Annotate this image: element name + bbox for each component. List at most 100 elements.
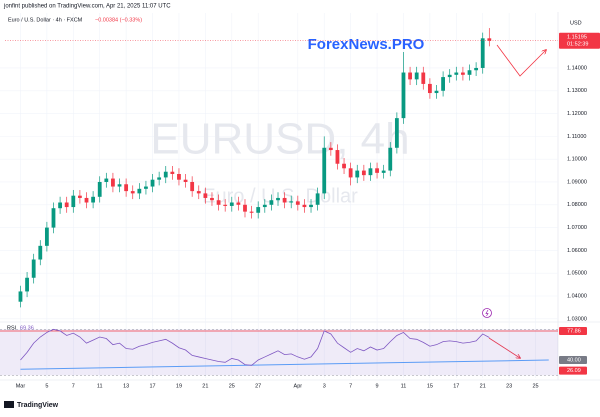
candle-body <box>64 202 69 208</box>
x-tick-label: 21 <box>202 383 208 389</box>
candle-body <box>375 168 379 173</box>
candle-body <box>342 163 346 169</box>
x-tick-label: 23 <box>506 383 512 389</box>
rsi-level-box <box>559 366 587 375</box>
candle-body <box>216 200 221 205</box>
candle-body <box>130 191 135 194</box>
x-tick-label: 11 <box>401 383 407 389</box>
candle-body <box>467 70 472 75</box>
currency: USD <box>570 20 582 26</box>
event-icon[interactable] <box>482 308 492 318</box>
y-tick-label: 1.09000 <box>567 179 587 185</box>
candle-body <box>170 171 175 174</box>
watermark-name: Euro / U.S. Dollar <box>202 185 358 207</box>
publisher: jonfint published on TradingView.com, Ap… <box>3 4 171 10</box>
candle-body <box>302 204 307 208</box>
candle-body <box>157 177 162 180</box>
candle-body <box>414 72 419 80</box>
x-tick-label: 13 <box>123 383 129 389</box>
forecast-arrow <box>496 44 546 77</box>
candle-body <box>401 72 406 119</box>
candle-body <box>51 208 56 228</box>
y-tick-label: 1.10000 <box>567 157 587 163</box>
y-tick-label: 1.14000 <box>567 65 587 71</box>
x-tick-label: 11 <box>97 383 103 389</box>
x-tick-label: 19 <box>176 383 182 389</box>
candle-body <box>243 204 247 212</box>
y-tick-label: 1.12000 <box>567 111 587 117</box>
rsi-line <box>20 328 490 366</box>
candle-body <box>269 200 274 205</box>
candle-body <box>474 67 479 71</box>
x-tick-label: 7 <box>72 383 75 389</box>
candle-body <box>348 168 353 178</box>
candle-body <box>91 196 96 203</box>
change: −0.00384 (−0.33%) <box>95 17 142 23</box>
candle-body <box>25 277 29 292</box>
y-tick-label: 1.11000 <box>567 134 586 140</box>
candle-body <box>355 170 360 178</box>
candle-body <box>487 38 492 41</box>
candle-body <box>137 188 142 194</box>
candle-body <box>434 90 439 94</box>
y-tick-label: 1.06000 <box>567 248 587 254</box>
candle-body <box>408 72 412 80</box>
y-tick-label: 1.13000 <box>567 88 587 94</box>
candle-body <box>256 207 261 213</box>
candle-body <box>447 74 452 78</box>
candle-body <box>309 204 313 208</box>
candle-body <box>289 201 294 203</box>
countdown-label: 01:52:39 <box>567 42 588 48</box>
y-tick-label: 1.05000 <box>567 271 587 277</box>
candle-body <box>84 197 89 203</box>
candle-body <box>388 147 393 171</box>
x-tick-label: 25 <box>532 383 538 389</box>
candle-body <box>322 147 327 194</box>
x-tick-label: 17 <box>453 383 459 389</box>
rsi-trend <box>20 359 549 370</box>
x-tick-label: 17 <box>149 383 155 389</box>
candle-body <box>276 197 280 201</box>
x-tick-label: 9 <box>376 383 379 389</box>
x-tick-label: 3 <box>323 383 326 389</box>
y-tick-label: 1.03000 <box>567 316 587 322</box>
symbol: Euro / U.S. Dollar · 4h · FXCM <box>8 17 83 23</box>
candle-body <box>441 77 445 91</box>
x-tick-label: 5 <box>45 383 48 389</box>
candle-body <box>31 259 36 278</box>
rsi-arrow <box>488 337 520 358</box>
candle-body <box>78 195 82 198</box>
logo <box>4 401 14 408</box>
candle-body <box>177 173 181 180</box>
x-tick-label: 7 <box>349 383 352 389</box>
y-tick-label: 1.07000 <box>567 225 587 231</box>
candle-body <box>183 179 188 182</box>
candle-body <box>249 211 254 213</box>
candle-body <box>282 197 287 203</box>
rsi-level-box <box>559 326 587 335</box>
candle-body <box>58 202 62 209</box>
candle-body <box>203 193 208 198</box>
candle-body <box>71 195 76 208</box>
candle-body <box>236 202 241 205</box>
last-price-label: 1.15195 <box>567 35 587 41</box>
brand: ForexNews.PRO <box>308 36 425 53</box>
candle-body <box>38 245 43 260</box>
event-icon-bolt <box>485 309 489 317</box>
candle-body <box>44 227 49 246</box>
candle-body <box>421 72 426 84</box>
candle-body <box>190 181 195 192</box>
x-tick-label: 27 <box>255 383 261 389</box>
candle-body <box>427 83 432 94</box>
candle-body <box>262 204 267 208</box>
candle-body <box>361 170 366 176</box>
rsi-title: RSI <box>7 325 17 331</box>
rsi-level-label: 40.00 <box>567 357 581 363</box>
candle-body <box>163 171 168 178</box>
x-tick-label: Mar <box>16 383 26 389</box>
last-price-box <box>559 32 600 49</box>
rsi-value: 69.36 <box>20 325 34 331</box>
candle-body <box>328 147 333 151</box>
candle-body <box>97 181 102 197</box>
candle-body <box>480 38 485 68</box>
